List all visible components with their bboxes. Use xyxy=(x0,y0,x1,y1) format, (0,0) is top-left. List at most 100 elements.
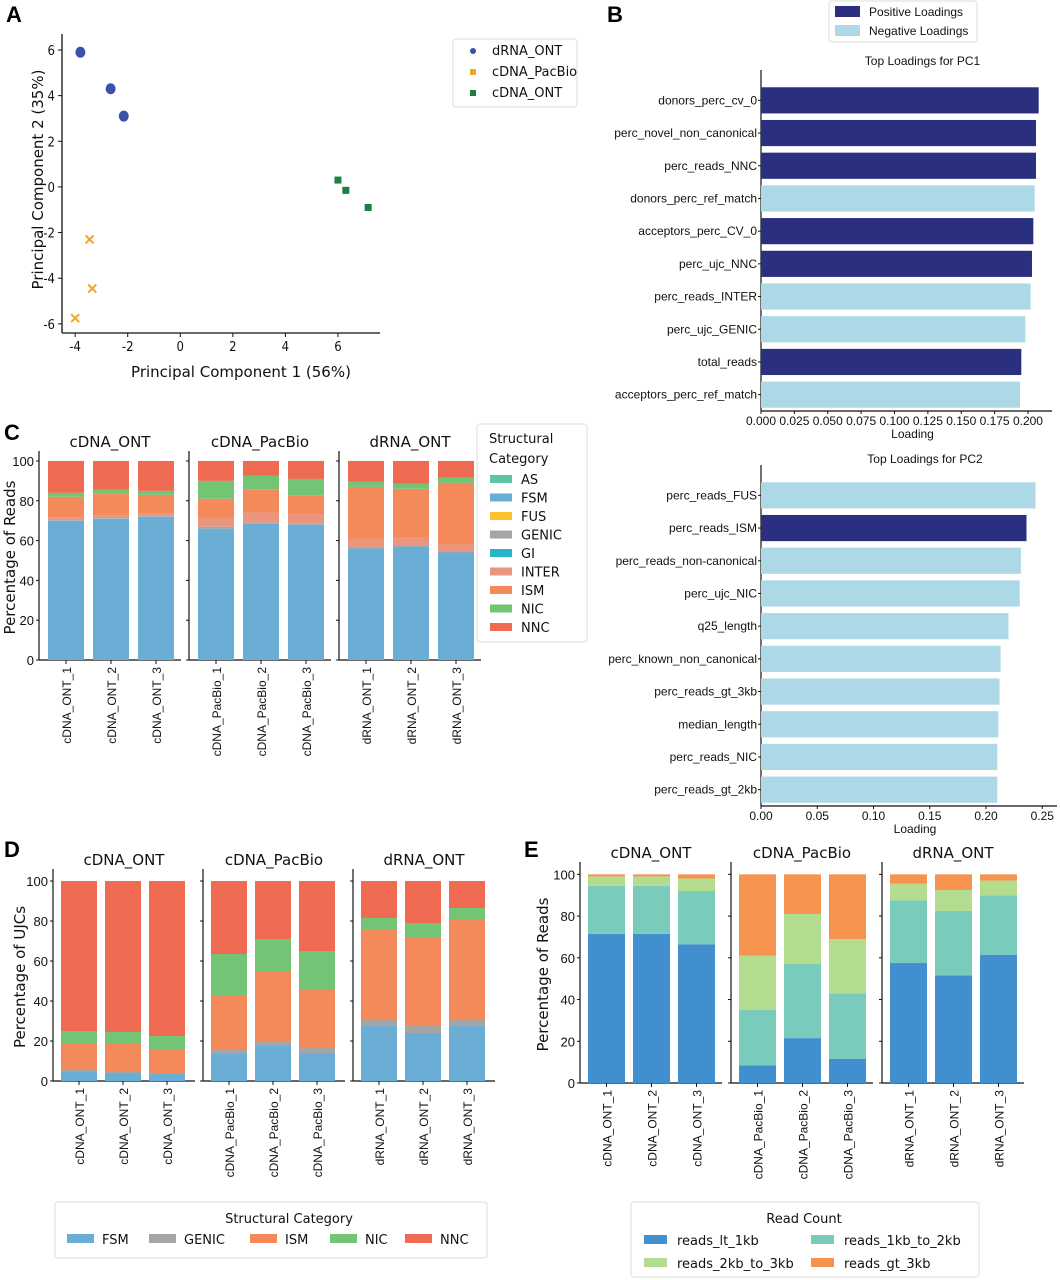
loading-bar xyxy=(761,482,1036,509)
facet-title: dRNA_ONT xyxy=(383,851,465,870)
bar-segment-reads_lt_1kb xyxy=(980,954,1017,1083)
x-tick-label: cDNA_PacBio_3 xyxy=(311,1088,325,1178)
bar-segment-GENIC xyxy=(198,526,234,529)
x-tick-label: 0.150 xyxy=(946,414,976,428)
loading-bar xyxy=(761,152,1036,179)
x-tick-label: dRNA_ONT_2 xyxy=(948,1090,962,1168)
x-tick-label: cDNA_PacBio_1 xyxy=(223,1088,237,1178)
bar-segment-reads_lt_1kb xyxy=(784,1038,821,1083)
facet-dRNA_ONT: dRNA_ONT dRNA_ONT_1 dRNA_ONT_2 dRNA_ONT_3 xyxy=(350,851,495,1165)
y-tick-label: 60 xyxy=(20,534,34,549)
bar-segment-FSM xyxy=(138,516,174,660)
bar-category-label: donors_perc_ref_match xyxy=(630,191,757,205)
legend-label: reads_1kb_to_2kb xyxy=(844,1234,961,1249)
x-tick-label: cDNA_ONT_1 xyxy=(601,1090,615,1167)
loading-bar xyxy=(761,776,998,803)
facet-title: cDNA_PacBio xyxy=(225,851,323,870)
x-tick-label: cDNA_ONT_3 xyxy=(150,667,164,744)
bar-segment-ISM xyxy=(449,919,485,1020)
bar-segment-ISM xyxy=(105,1044,141,1071)
bar-segment-INTER xyxy=(243,512,279,523)
point-cDNA_PacBio xyxy=(84,234,95,245)
y-axis-label: Percentage of Reads xyxy=(1,480,19,634)
legend-label: FSM xyxy=(102,1233,129,1248)
bar-segment-INTER xyxy=(438,544,474,552)
bar-segment-NNC xyxy=(61,881,97,1031)
x-tick-label: 0.200 xyxy=(1013,414,1043,428)
y-tick-label: 2 xyxy=(48,135,55,150)
bar-segment-NNC xyxy=(48,460,84,493)
bar-category-label: perc_reads_INTER xyxy=(654,290,757,304)
x-tick-label: dRNA_ONT_2 xyxy=(405,667,419,745)
bar-segment-reads_1kb_to_2kb xyxy=(739,1009,776,1066)
bar-segment-NIC xyxy=(105,1032,141,1044)
legend-swatch xyxy=(149,1234,176,1243)
legend-swatch xyxy=(835,25,860,36)
legend-label: cDNA_PacBio xyxy=(492,65,577,80)
x-tick-label: 0.075 xyxy=(846,414,876,428)
x-tick-label: dRNA_ONT_2 xyxy=(417,1088,431,1166)
y-tick-label: 20 xyxy=(20,613,34,628)
panel-d-ujc-categories: Percentage of UJCscDNA_ONT020406080100cD… xyxy=(11,851,495,1259)
legend-label: GI xyxy=(521,547,535,562)
x-tick-label: cDNA_PacBio_2 xyxy=(255,667,269,757)
facet-dRNA_ONT: dRNA_ONT dRNA_ONT_1 dRNA_ONT_2 dRNA_ONT_3 xyxy=(336,433,481,744)
bar-segment-GENIC xyxy=(405,1026,441,1033)
bar-segment-GENIC xyxy=(149,1073,185,1074)
chart-title: Top Loadings for PC2 xyxy=(867,452,983,466)
y-tick-label: 40 xyxy=(34,994,48,1009)
x-tick-label: 0.25 xyxy=(1031,809,1055,823)
bar-segment-ISM xyxy=(138,494,174,514)
bar-segment-NIC xyxy=(149,1036,185,1050)
bar-segment-NNC xyxy=(211,881,247,954)
facet-cDNA_PacBio: cDNA_PacBio cDNA_PacBio_1 cDNA_PacBio_2 cDN… xyxy=(186,433,331,756)
bar-category-label: acceptors_perc_CV_0 xyxy=(638,224,757,238)
structural-category-legend: Structural Category AS FSM FUS GENIC GI INTER IS… xyxy=(476,423,588,643)
point-cDNA_ONT xyxy=(364,203,372,211)
bar-segment-ISM xyxy=(361,929,397,1020)
bar-segment-ISM xyxy=(255,971,291,1041)
panel-letter-e: E xyxy=(524,837,539,862)
bar-segment-FSM xyxy=(405,1033,441,1081)
x-tick-label: -4 xyxy=(69,340,81,355)
loading-bar xyxy=(761,711,999,738)
loadings-legend: Positive Loadings Negative Loadings xyxy=(828,0,978,43)
x-tick-label: cDNA_PacBio_1 xyxy=(752,1090,766,1180)
bar-segment-GENIC xyxy=(348,547,384,549)
panel-letter-b: B xyxy=(607,2,623,27)
y-axis-label: Principal Component 2 (35%) xyxy=(29,70,47,290)
legend-swatch xyxy=(811,1258,834,1267)
x-tick-label: 0.025 xyxy=(779,414,809,428)
bar-segment-FSM xyxy=(105,1073,141,1081)
loading-bar xyxy=(761,316,1026,343)
legend-label: AS xyxy=(521,473,538,488)
y-tick-label: 100 xyxy=(12,454,34,469)
x-tick-label: dRNA_ONT_3 xyxy=(450,667,464,745)
ujc-structural-category-legend: Structural Category FSM GENIC ISM NIC NNC xyxy=(54,1201,488,1259)
legend-label: cDNA_ONT xyxy=(492,86,562,101)
bar-segment-reads_lt_1kb xyxy=(890,963,927,1083)
legend-swatch xyxy=(644,1258,667,1267)
bar-segment-GENIC xyxy=(361,1020,397,1026)
bar-segment-FSM xyxy=(348,548,384,660)
bar-segment-reads_2kb_to_3kb xyxy=(935,889,972,911)
x-tick-label: -2 xyxy=(122,340,134,355)
x-tick-label: 0 xyxy=(177,340,184,355)
y-tick-label: 40 xyxy=(561,993,575,1008)
legend-marker-dRNA_ONT xyxy=(470,48,476,54)
legend-swatch xyxy=(811,1235,834,1244)
bar-segment-NIC xyxy=(48,492,84,497)
bar-segment-NIC xyxy=(198,480,234,499)
bar-segment-FSM xyxy=(449,1026,485,1081)
point-cDNA_ONT xyxy=(334,176,342,184)
legend-label: FUS xyxy=(521,510,546,525)
x-tick-label: cDNA_PacBio_1 xyxy=(210,667,224,757)
bar-segment-ISM xyxy=(405,937,441,1026)
y-tick-label: 40 xyxy=(20,573,34,588)
bar-segment-reads_gt_3kb xyxy=(739,874,776,956)
bar-segment-reads_gt_3kb xyxy=(633,874,670,877)
loading-bar xyxy=(761,250,1032,277)
bar-segment-reads_1kb_to_2kb xyxy=(588,885,625,934)
bar-segment-GENIC xyxy=(61,1069,97,1072)
x-tick-label: dRNA_ONT_1 xyxy=(360,667,374,745)
